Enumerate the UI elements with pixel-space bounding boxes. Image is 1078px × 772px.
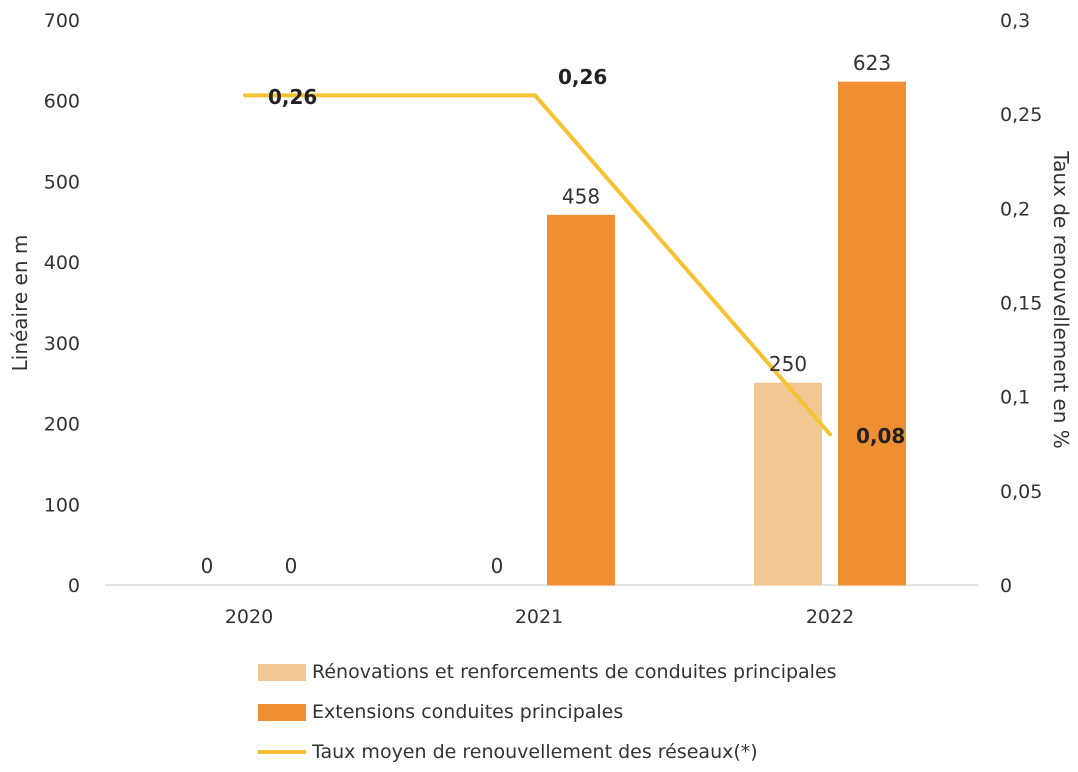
y2-tick-label: 0,05 — [1000, 481, 1042, 503]
bar — [754, 382, 822, 586]
y-axis-label: Linéaire en m — [8, 235, 32, 372]
chart: 0 100 200 300 400 500 600 700 0 0,05 0,1 0,15 0,2 0,… — [8, 10, 1073, 628]
x-tick-label: 2020 — [225, 606, 273, 628]
bar-value-label: 623 — [853, 51, 891, 75]
bar-value-label: 250 — [769, 352, 807, 376]
legend-label-extensions: Extensions conduites principales — [312, 701, 624, 723]
y2-tick-label: 0,2 — [1000, 198, 1030, 220]
x-tick-label: 2021 — [515, 606, 563, 628]
legend-swatch-rate — [258, 750, 306, 754]
line-value-label: 0,08 — [856, 424, 905, 448]
line-value-label: 0,26 — [558, 65, 607, 89]
legend-label-rate: Taux moyen de renouvellement des réseaux… — [312, 741, 758, 763]
rate-line — [243, 93, 832, 437]
bar-value-label: 458 — [562, 184, 600, 208]
y-tick-label: 700 — [44, 10, 80, 32]
y2-tick-label: 0,25 — [1000, 104, 1042, 126]
data-labels: 0 0 250 0 458 623 0,26 0,26 0,08 — [201, 51, 906, 578]
legend-swatch-renovations — [258, 663, 306, 681]
x-tick-label: 2022 — [806, 606, 854, 628]
line-series — [243, 93, 832, 437]
bar — [838, 81, 906, 586]
bar-value-label: 0 — [201, 554, 214, 578]
legend-item-renovations: Rénovations et renforcements de conduite… — [258, 652, 837, 692]
bar — [547, 214, 615, 586]
y-tick-label: 600 — [44, 91, 80, 113]
legend-item-rate: Taux moyen de renouvellement des réseaux… — [258, 732, 837, 772]
y-tick-label: 100 — [44, 494, 80, 516]
x-axis-ticks: 2020 2021 2022 — [225, 606, 854, 628]
legend-swatch-extensions — [258, 703, 306, 721]
y2-axis-ticks: 0 0,05 0,1 0,15 0,2 0,25 0,3 — [1000, 10, 1042, 597]
legend: Rénovations et renforcements de conduite… — [258, 652, 837, 772]
legend-label-renovations: Rénovations et renforcements de conduite… — [312, 661, 837, 683]
bar-value-label: 0 — [491, 554, 504, 578]
legend-item-extensions: Extensions conduites principales — [258, 692, 837, 732]
y-axis-ticks: 0 100 200 300 400 500 600 700 — [44, 10, 80, 597]
y-tick-label: 500 — [44, 171, 80, 193]
y2-tick-label: 0,15 — [1000, 293, 1042, 315]
y-tick-label: 200 — [44, 414, 80, 436]
y2-tick-label: 0,3 — [1000, 10, 1030, 32]
bars — [547, 81, 906, 586]
y-tick-label: 300 — [44, 333, 80, 355]
y-tick-label: 400 — [44, 252, 80, 274]
y2-tick-label: 0 — [1000, 575, 1012, 597]
y2-tick-label: 0,1 — [1000, 387, 1030, 409]
line-value-label: 0,26 — [268, 85, 317, 109]
y-tick-label: 0 — [68, 575, 80, 597]
y2-axis-label: Taux de renouvellement en % — [1049, 150, 1073, 449]
bar-value-label: 0 — [285, 554, 298, 578]
